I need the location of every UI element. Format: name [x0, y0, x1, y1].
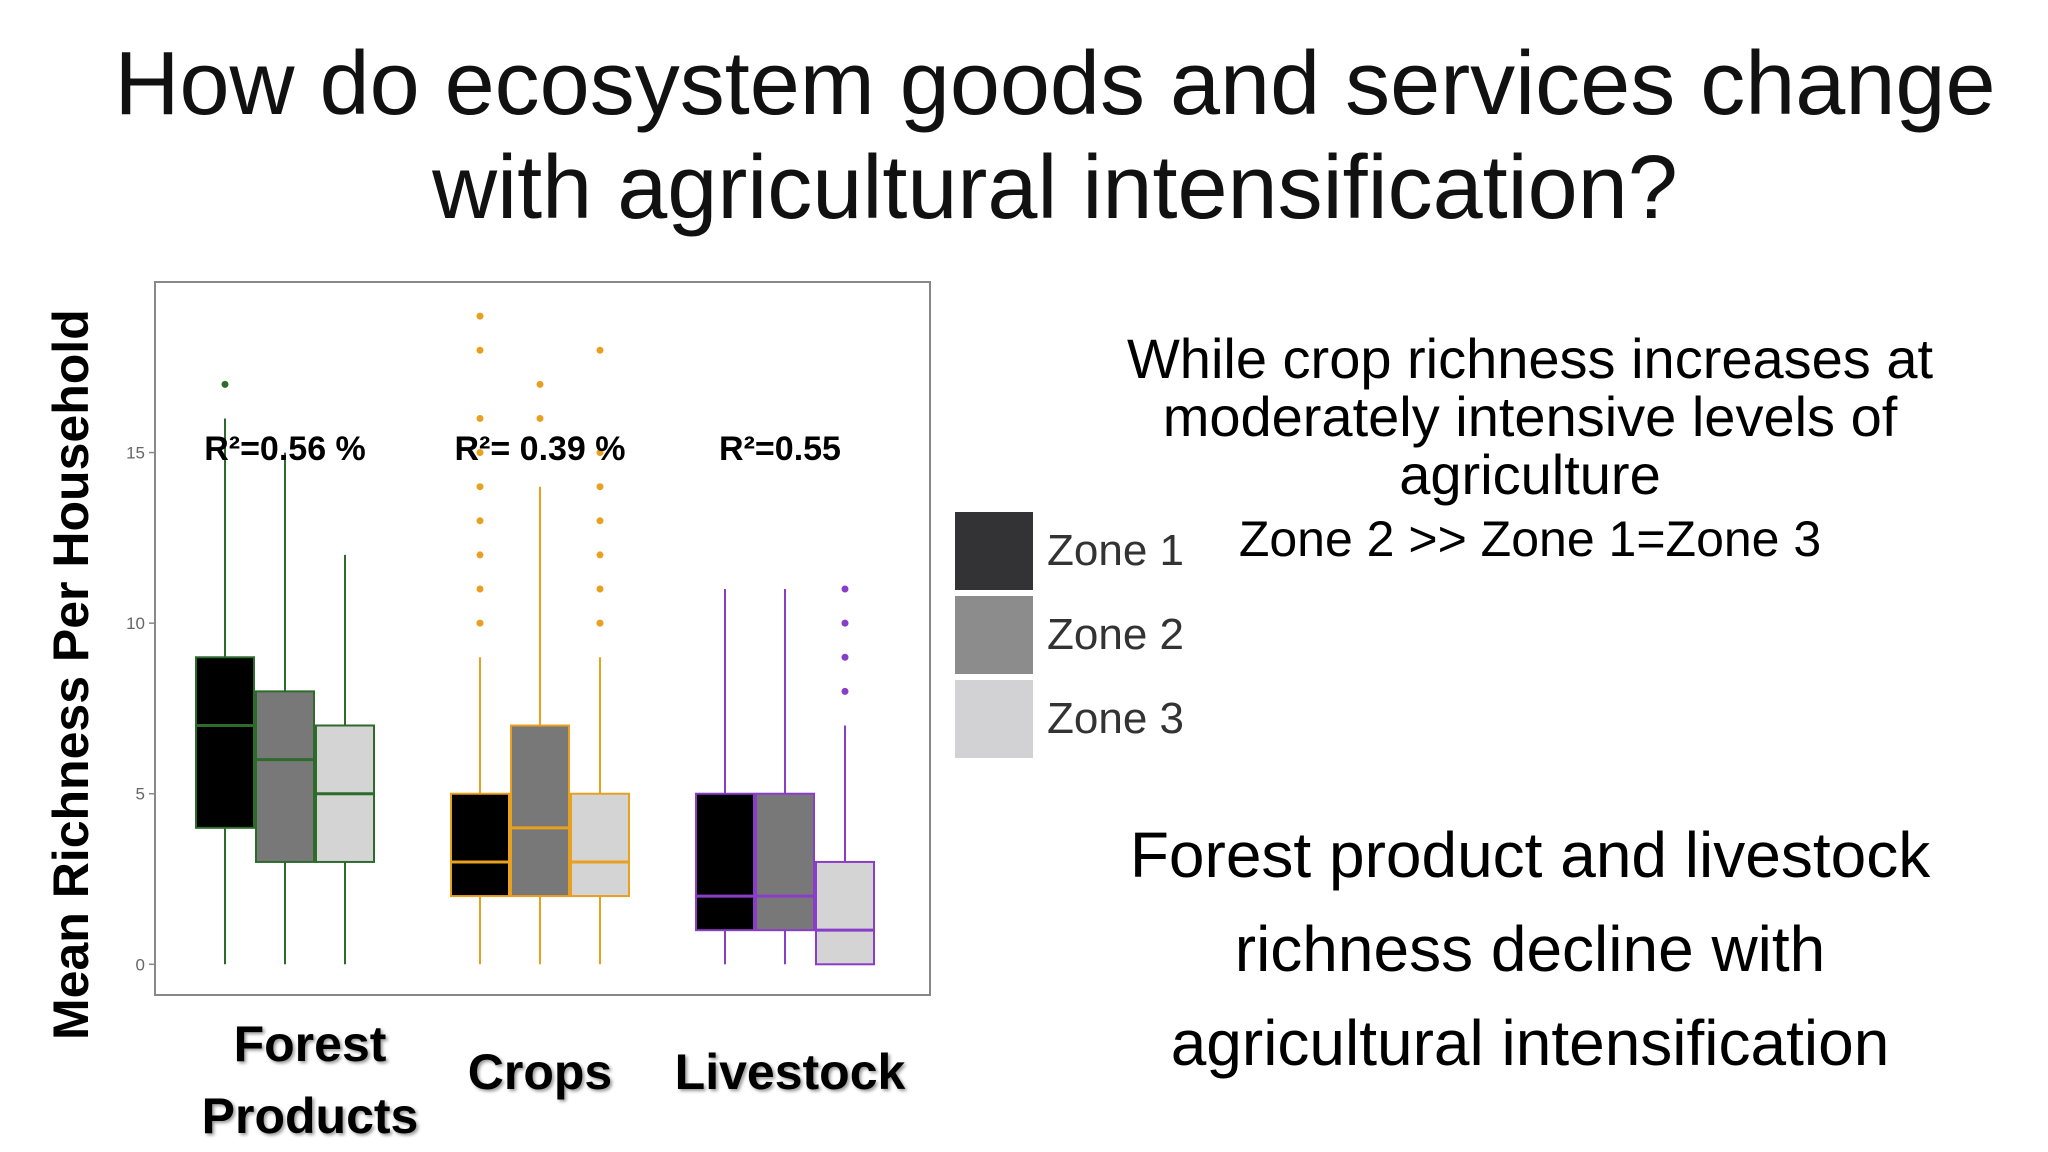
note-zone-comparison: Zone 2 >> Zone 1=Zone 3 — [1238, 511, 1822, 567]
crops-zone-1-outlier-7 — [476, 414, 484, 422]
legend-label-zone-3: Zone 3 — [1047, 694, 1184, 743]
crops-zone-3-outlier-3 — [596, 551, 604, 559]
livestock-zone-3-outlier-1 — [841, 687, 849, 695]
livestock-zone-3-outlier-3 — [841, 619, 849, 627]
legend-swatch-zone-1 — [955, 512, 1033, 590]
crops-zone-2-box — [510, 724, 570, 898]
livestock-zone-3-outlier-2 — [841, 653, 849, 661]
category-label-livestock: Livestock — [674, 1044, 906, 1100]
y-tick-label-10: 10 — [126, 614, 145, 633]
crops-zone-2-outlier-2 — [536, 380, 544, 388]
crops-zone-3-outlier-2 — [596, 585, 604, 593]
note-crop-line-2: moderately intensive levels of — [1162, 385, 1898, 448]
crops-zone-3-box — [570, 792, 630, 898]
crops-zone-1-outlier-9 — [476, 312, 484, 320]
crops-zone-1-outlier-2 — [476, 585, 484, 593]
note-crop-line-1: While crop richness increases at — [1126, 327, 1934, 390]
crops-zone-1-outlier-4 — [476, 517, 484, 525]
note-crop-line-3: agriculture — [1399, 443, 1661, 506]
livestock-zone-2-box — [755, 792, 815, 932]
crops-zone-1-outlier-6 — [476, 449, 484, 457]
note-forest-livestock-decline: Forest product and livestock richness de… — [1060, 808, 2000, 1090]
crops-zone-1-outlier-8 — [476, 346, 484, 354]
y-axis-label: Mean Richness Per Household — [43, 309, 99, 1040]
forest-products-zone-1-outlier-1 — [221, 380, 229, 388]
crops-zone-3-outlier-4 — [596, 517, 604, 525]
livestock-r2-label: R²=0.55 — [719, 430, 841, 468]
crops-zone-3-outlier-7 — [596, 346, 604, 354]
forest-products-zone-2-box — [255, 690, 315, 863]
crops-zone-1-outlier-3 — [476, 551, 484, 559]
note-decline-line-1: Forest product and livestock — [1129, 819, 1931, 891]
crops-zone-3-outlier-1 — [596, 619, 604, 627]
crops-zone-1-outlier-5 — [476, 483, 484, 491]
livestock-zone-3-box — [815, 860, 875, 966]
livestock-zone-3-outlier-4 — [841, 585, 849, 593]
legend-swatch-zone-2 — [955, 596, 1033, 674]
slide-title-line-1: How do ecosystem goods and services chan… — [114, 34, 1996, 134]
note-decline-line-3: agricultural intensification — [1170, 1007, 1890, 1079]
y-tick-label-5: 5 — [136, 785, 145, 804]
y-tick-label-0: 0 — [136, 955, 145, 974]
forest-products-zone-1-box — [195, 656, 255, 829]
legend-swatch-zone-3 — [955, 680, 1033, 758]
y-tick-label-15: 15 — [126, 444, 145, 463]
slide-title-line-2: with agricultural intensification? — [432, 138, 1678, 238]
crops-r2-label: R²= 0.39 % — [454, 430, 625, 468]
category-label-crops: Crops — [467, 1044, 613, 1100]
crops-zone-1-outlier-1 — [476, 619, 484, 627]
crops-zone-2-outlier-1 — [536, 414, 544, 422]
forest-products-r2-label: R²=0.56 % — [204, 430, 366, 468]
legend-label-zone-1: Zone 1 — [1047, 526, 1184, 575]
slide-title: How do ecosystem goods and services chan… — [60, 32, 2048, 240]
note-decline-line-2: richness decline with — [1234, 913, 1826, 985]
category-label-forest-products: Forest Products — [201, 1016, 419, 1144]
crops-zone-3-outlier-5 — [596, 483, 604, 491]
note-crop-richness: While crop richness increases at moderat… — [1060, 330, 2000, 568]
crops-zone-1-box — [450, 792, 510, 898]
livestock-zone-1-box — [695, 792, 755, 932]
legend-label-zone-2: Zone 2 — [1047, 610, 1184, 659]
boxplot-chart: 0 5 10 15 R²=0.56 % R²= 0.39 % R²=0.55 — [126, 281, 931, 996]
crops-zone-3-outlier-6 — [596, 449, 604, 457]
